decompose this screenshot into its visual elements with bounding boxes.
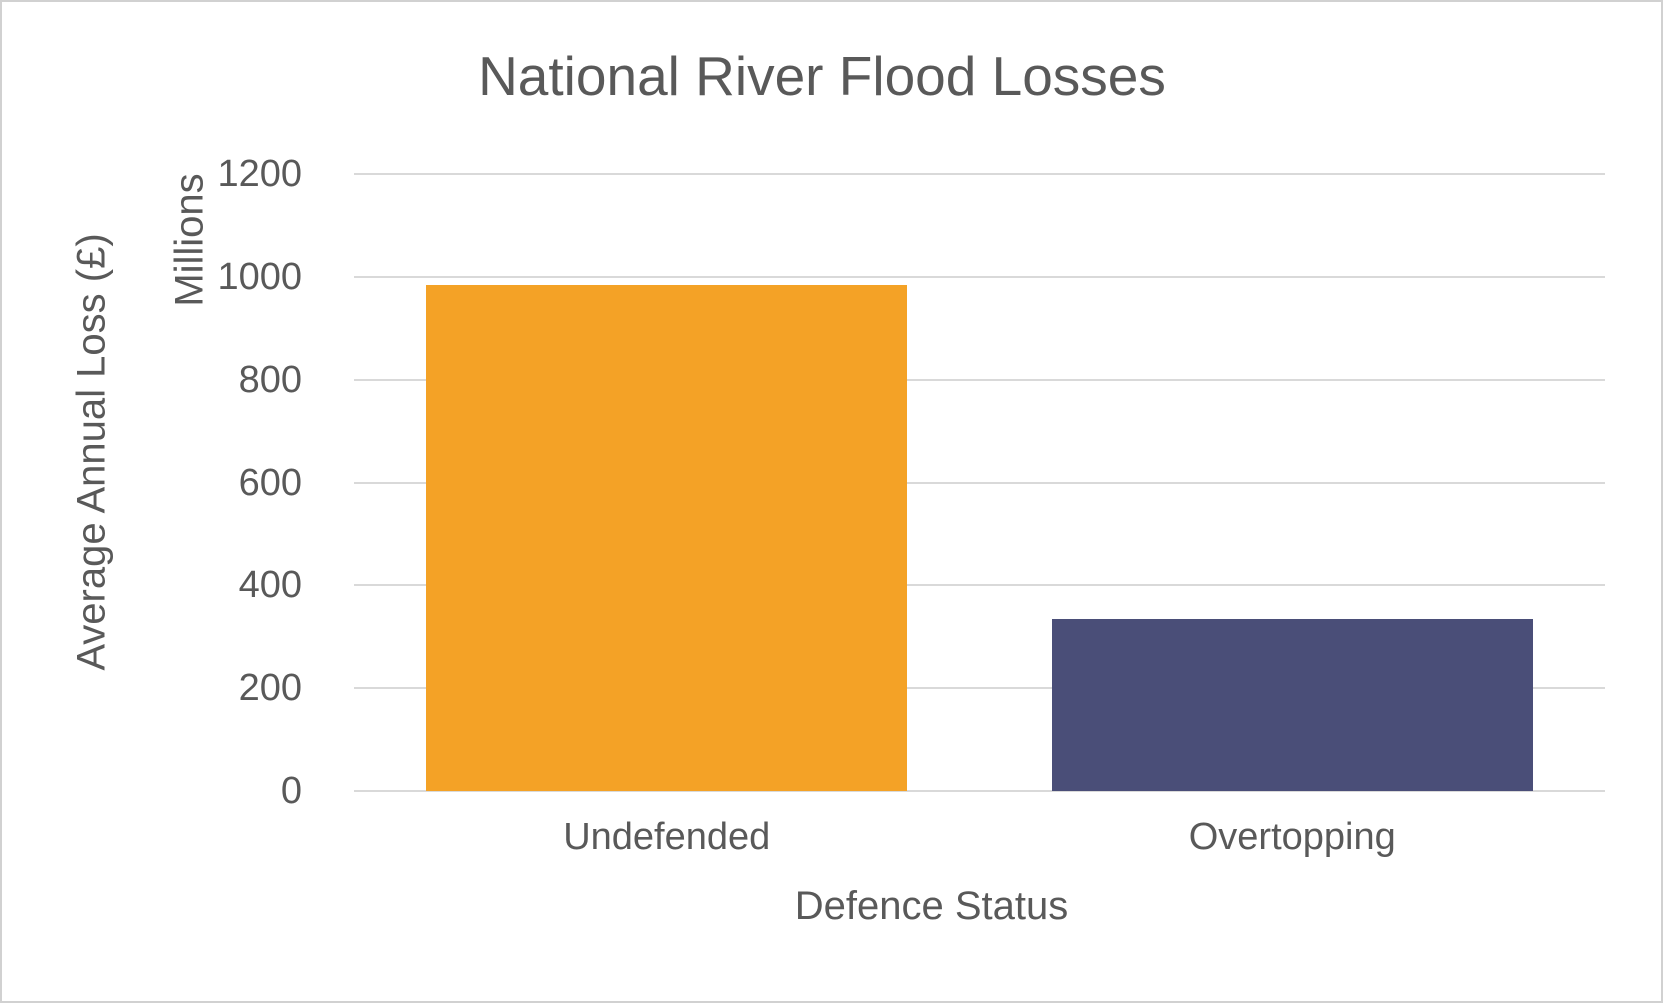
x-category-label-overtopping: Overtopping [1188, 816, 1396, 858]
bar-overtopping [1051, 618, 1533, 791]
gridline-y-400 [354, 584, 1605, 587]
y-tick-label-800: 800 [238, 358, 302, 401]
y-tick-label-0: 0 [280, 770, 302, 812]
gridline-y-800 [354, 378, 1605, 381]
gridline-y-600 [354, 481, 1605, 484]
x-axis-title: Defence Status [794, 884, 1069, 928]
plot-area [354, 173, 1605, 792]
gridline-y-200 [354, 687, 1605, 690]
x-category-label-undefended: Undefended [563, 816, 771, 858]
bar-undefended [426, 284, 908, 791]
y-tick-label-400: 400 [238, 564, 302, 607]
gridline-y-1200 [354, 173, 1605, 175]
y-tick-label-1200: 1200 [217, 153, 302, 195]
y-axis-title: Average Annual Loss (£) [69, 233, 114, 671]
gridline-y-0 [354, 790, 1605, 792]
y-tick-label-600: 600 [238, 461, 302, 504]
y-tick-label-1000: 1000 [217, 255, 302, 298]
y-tick-label-200: 200 [238, 667, 302, 710]
chart-title: National River Flood Losses [478, 45, 1166, 107]
gridline-y-1000 [354, 275, 1605, 278]
